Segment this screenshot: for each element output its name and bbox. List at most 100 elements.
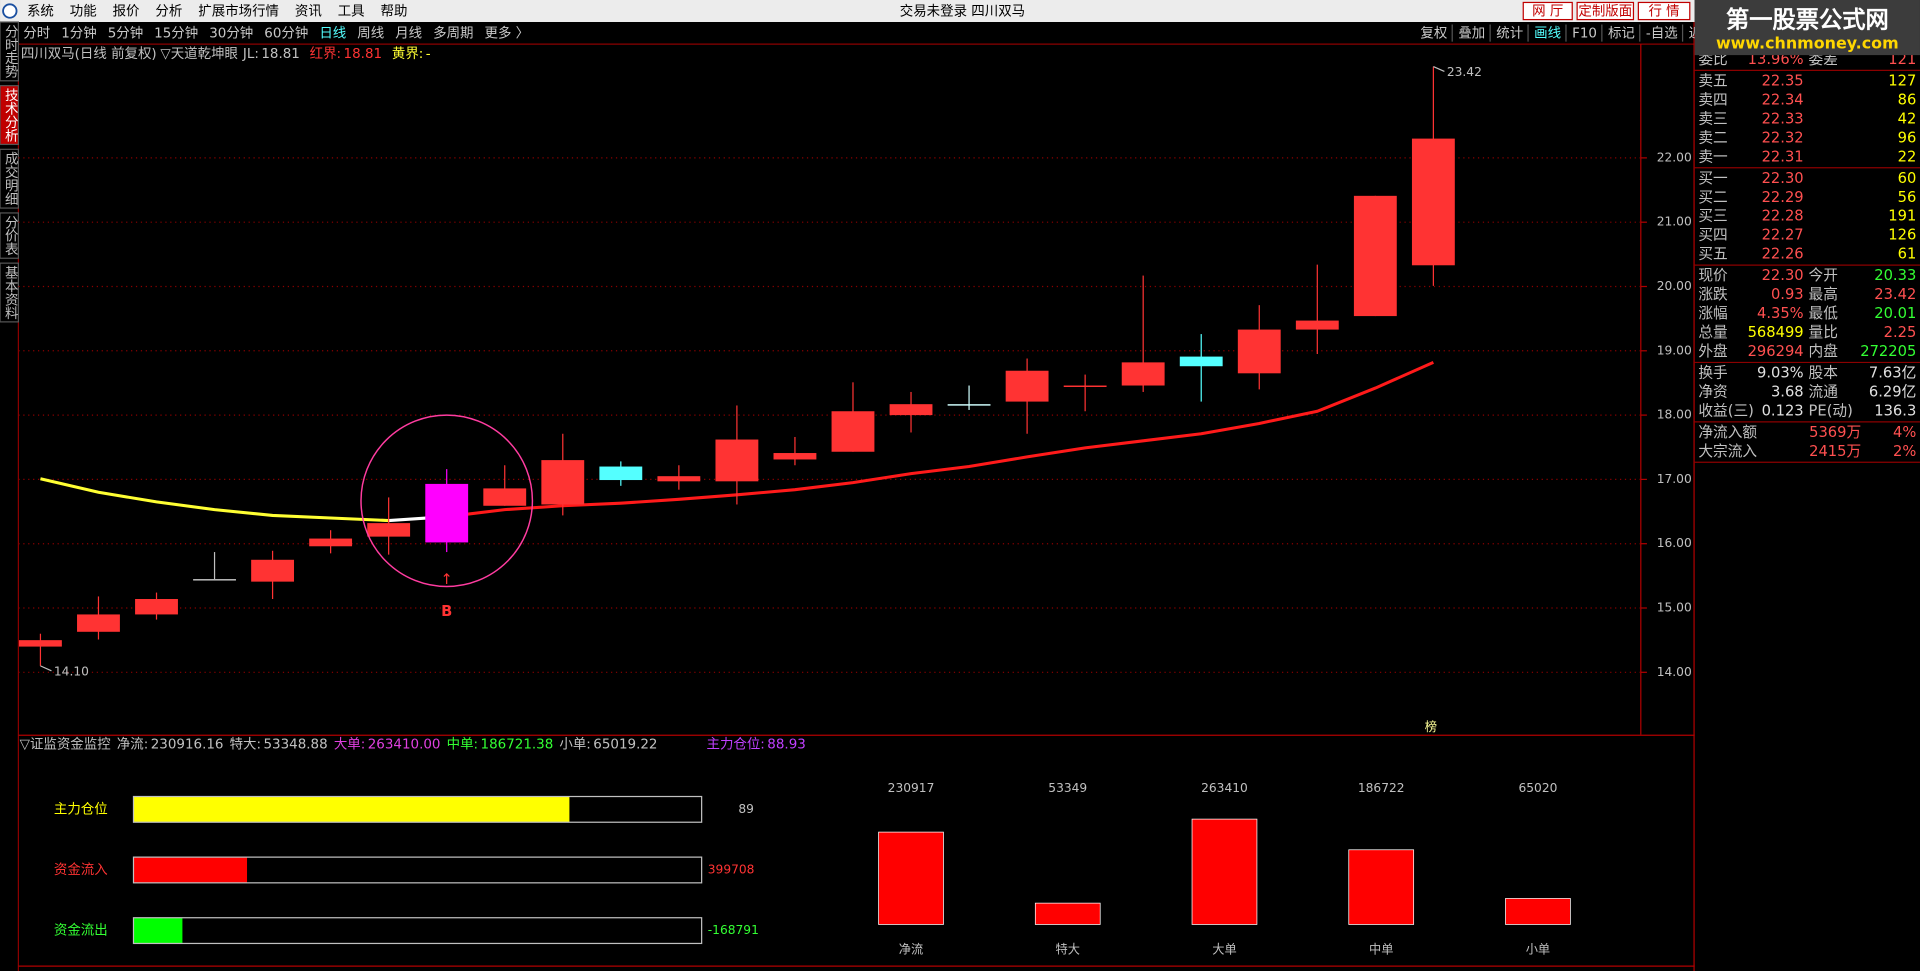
ma-line <box>40 477 389 523</box>
side-tab-bg[interactable] <box>0 212 19 259</box>
quote-value: 42 <box>1898 110 1917 127</box>
quote-label: 涨跌 <box>1698 286 1728 303</box>
quote-value: 126 <box>1888 227 1916 244</box>
side-tab-bg[interactable] <box>0 262 19 323</box>
menu-item[interactable]: 报价 <box>113 4 140 20</box>
side-tab[interactable]: 分时走势 <box>2 24 19 79</box>
quote-value: 4% <box>1893 424 1916 441</box>
y-tick-label: 16.00 <box>1657 536 1692 550</box>
max-label: 23.42 <box>1447 65 1482 79</box>
period-tab[interactable]: 30分钟 <box>209 25 253 42</box>
period-tab[interactable]: 1分钟 <box>61 25 96 42</box>
menu-item[interactable]: 资讯 <box>295 4 322 20</box>
quote-label: 卖一 <box>1698 148 1728 165</box>
quote-label: 委差 <box>1809 51 1838 68</box>
period-tab[interactable]: 月线 <box>395 26 422 42</box>
top-button[interactable] <box>1522 1 1573 21</box>
quote-label: 流通 <box>1809 383 1839 400</box>
tool-tab[interactable]: F10 <box>1572 27 1597 42</box>
quote-value: 9.03% <box>1757 364 1804 381</box>
quote-label: 股本 <box>1809 364 1839 381</box>
menu-item[interactable]: 帮助 <box>381 4 408 20</box>
menu-item[interactable]: 功能 <box>70 4 97 20</box>
quote-label: 买五 <box>1698 246 1727 263</box>
app-icon[interactable] <box>2 3 18 19</box>
tool-tab[interactable]: 统计 <box>1496 26 1523 42</box>
quote-value: 136.3 <box>1874 402 1916 419</box>
candle-body <box>77 614 120 632</box>
quote-value: 13.96% <box>1748 51 1804 68</box>
side-tab[interactable]: 成交明细 <box>2 152 19 206</box>
y-tick-label: 21.00 <box>1657 215 1692 229</box>
side-tab[interactable]: 分价表 <box>2 215 19 256</box>
side-tab[interactable]: 技术分析 <box>2 88 19 142</box>
y-tick-label: 22.00 <box>1657 150 1692 164</box>
stat-label: 主力仓位: <box>706 736 764 752</box>
flow-value: 65020 <box>1518 781 1557 795</box>
tool-tab[interactable]: 画线 <box>1534 26 1561 42</box>
candle-body <box>1179 356 1223 367</box>
period-tab[interactable]: 周线 <box>357 26 384 42</box>
period-tab[interactable]: 60分钟 <box>264 25 308 42</box>
period-tab[interactable]: 更多 〉 <box>485 25 530 42</box>
quote-label: 买一 <box>1698 170 1728 187</box>
top-button[interactable] <box>1637 1 1691 21</box>
quote-value: 272205 <box>1860 343 1916 360</box>
top-button-label[interactable]: 网 厅 <box>1532 5 1563 20</box>
gauge-fill <box>133 796 570 823</box>
side-tab-bg[interactable] <box>0 85 19 146</box>
side-tab[interactable]: 基本资料 <box>2 264 19 319</box>
period-tab[interactable]: 分时 <box>23 26 50 42</box>
side-tab-bg[interactable] <box>0 148 19 209</box>
quote-value: 60 <box>1898 170 1917 187</box>
monitor-header: ▽证监资金监控 净流: 230916.16 特大: 53348.88 大单: 263410.… <box>20 736 806 752</box>
menu-item[interactable]: 扩展市场行情 <box>198 3 279 20</box>
candle-body <box>425 483 469 543</box>
quote-value: 22.26 <box>1762 246 1804 263</box>
quote-value: 22.30 <box>1762 267 1804 284</box>
quote-value: 96 <box>1898 129 1917 146</box>
tool-tab[interactable]: 叠加 <box>1458 26 1485 42</box>
quote-value: 121 <box>1888 51 1916 68</box>
menu-item[interactable]: 工具 <box>338 5 365 20</box>
side-tab-bg[interactable] <box>0 21 19 82</box>
stat-label: 大单: <box>334 736 365 752</box>
candle-body <box>1005 370 1049 402</box>
stat-label: 小单: <box>559 736 590 752</box>
flow-bar <box>878 831 944 925</box>
header-jl: 18.81 <box>261 47 300 62</box>
tool-tab[interactable]: 复权 <box>1420 25 1447 42</box>
top-button-label[interactable]: 定制版面 <box>1578 4 1632 20</box>
candle-body <box>1063 385 1107 387</box>
top-button-label[interactable]: 行 情 <box>1648 4 1679 20</box>
window-title: 交易未登录 四川双马 <box>900 3 1025 20</box>
period-tab[interactable]: 5分钟 <box>108 25 143 42</box>
candle-body <box>947 404 991 406</box>
period-tab[interactable]: 多周期 <box>433 25 473 42</box>
logo-bg <box>1694 0 1920 56</box>
header-yellow-label: 黄界: <box>392 46 423 62</box>
tool-tab[interactable]: -自选 <box>1646 26 1678 42</box>
menu-item[interactable]: 系统 <box>27 4 54 20</box>
period-tab[interactable]: 15分钟 <box>154 25 198 42</box>
candle-body <box>715 439 759 482</box>
quote-label: 内盘 <box>1809 342 1839 360</box>
menu-item[interactable]: 分析 <box>155 4 182 20</box>
flow-bar <box>1348 849 1415 925</box>
min-pointer <box>40 665 52 672</box>
flow-category: 特大 <box>1056 942 1080 957</box>
quote-value: 20.33 <box>1874 267 1916 284</box>
quote-label: PE(动) <box>1809 402 1853 419</box>
period-tab[interactable]: 日线 <box>319 26 346 42</box>
y-tick-label: 17.00 <box>1657 472 1692 486</box>
gauge-fill <box>133 917 183 944</box>
stat-label: 中单: <box>447 736 478 752</box>
top-button[interactable] <box>1576 1 1635 21</box>
tool-tab[interactable]: 标记 <box>1608 26 1635 42</box>
quote-label: 最高 <box>1809 286 1838 303</box>
candle-body <box>773 453 817 460</box>
gauge-value: 89 <box>738 802 754 816</box>
logo: 第一股票公式网 www.chnmoney.com <box>1694 0 1920 56</box>
